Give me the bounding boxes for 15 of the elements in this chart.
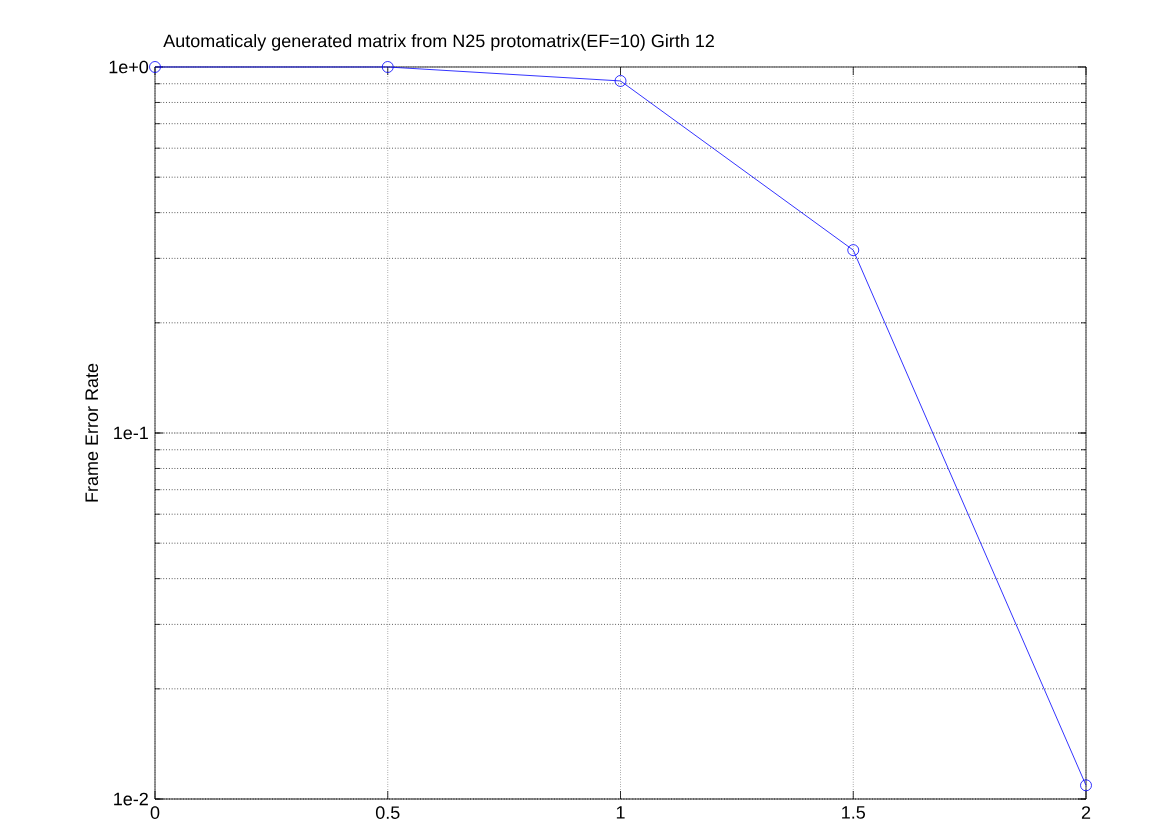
x-tick-label: 0: [150, 806, 160, 819]
x-tick-label: 1.5: [842, 806, 866, 819]
point: [381, 61, 394, 73]
y-axis-title: Frame Error Rate: [85, 363, 99, 502]
point: [847, 244, 860, 257]
chart-title: Automaticaly generated matrix from N25 protomatrix(EF=10) Girth 12: [163, 34, 714, 51]
point: [1080, 779, 1092, 792]
y-tick-label: 1e+0: [109, 60, 149, 74]
x-tick-label: 1: [616, 806, 625, 819]
y-tick-label: 1e-1: [114, 426, 148, 440]
point: [149, 61, 161, 73]
y-tick-label: 1e-2: [114, 792, 148, 806]
point: [614, 75, 627, 87]
x-tick-label: 2: [1081, 806, 1091, 819]
x-tick-label: 0.5: [375, 806, 400, 819]
